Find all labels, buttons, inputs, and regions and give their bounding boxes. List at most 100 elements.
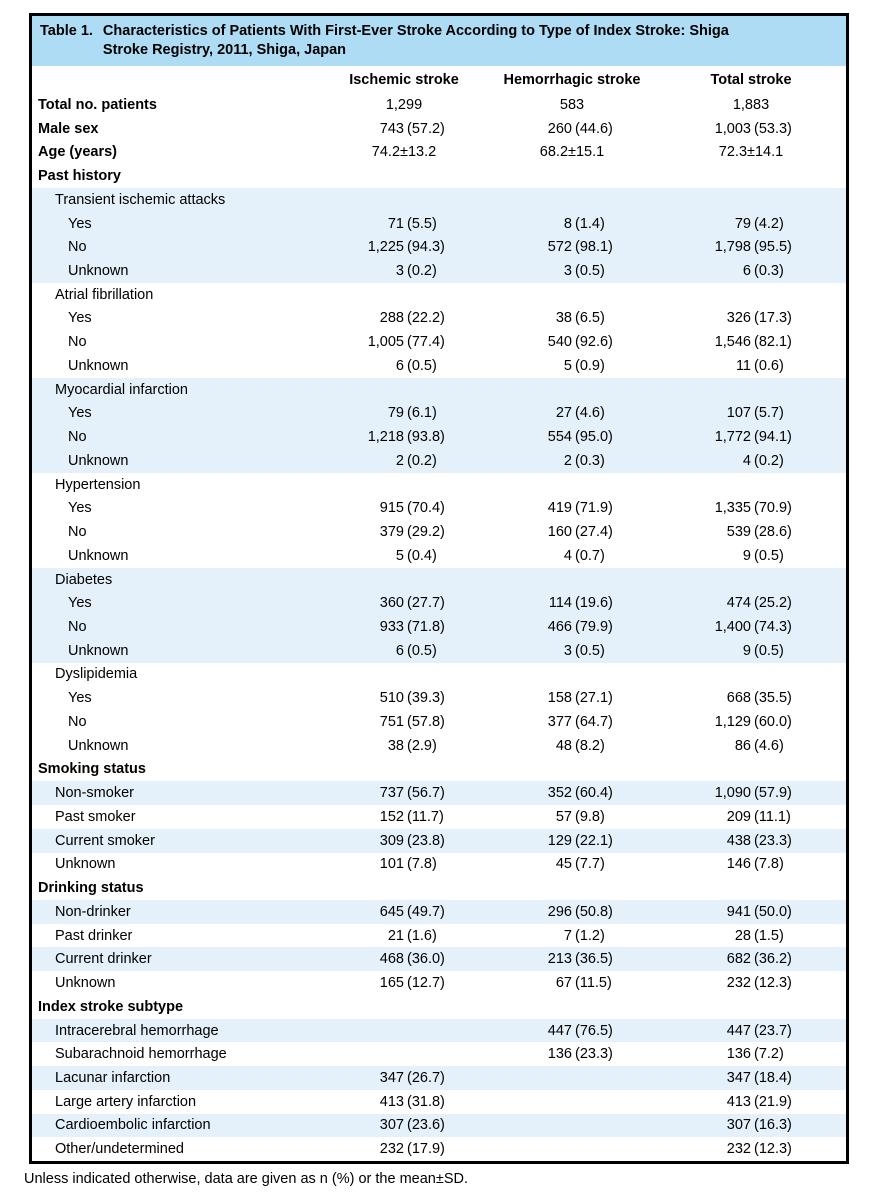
cell-hemorrhagic: 114 (19.6): [488, 595, 656, 611]
cell-percent: (60.4): [575, 785, 613, 802]
table-row: Lacunar infarction 347 (26.7) 347 (18.4): [32, 1066, 846, 1090]
row-label: Non-drinker: [55, 903, 131, 920]
cell-count: 7: [563, 927, 572, 944]
cell-count: 447: [547, 1022, 572, 1039]
cell-hemorrhagic: 540 (92.6): [488, 334, 656, 350]
cell-percent: (76.5): [575, 1022, 613, 1039]
cell-count: 474: [726, 595, 751, 612]
cell-hemorrhagic: 160 (27.4): [488, 524, 656, 540]
cell-percent: (23.3): [754, 832, 792, 849]
cell-count: 379: [379, 524, 404, 541]
cell-count: 1,218: [367, 429, 404, 446]
cell-percent: (77.4): [407, 334, 445, 351]
cell-percent: (70.4): [407, 500, 445, 517]
cell-count: 1,129: [714, 713, 751, 730]
cell-count: 232: [379, 1141, 404, 1158]
cell-value: 68.2±15.1: [539, 144, 605, 161]
row-label: Index stroke subtype: [38, 998, 184, 1015]
cell-value: 74.2±13.2: [371, 144, 437, 161]
cell-percent: (4.6): [575, 405, 605, 422]
cell-count: 915: [379, 500, 404, 517]
cell-count: 1,005: [367, 334, 404, 351]
cell-ischemic: 915 (70.4): [320, 500, 488, 516]
cell-count: 413: [726, 1093, 751, 1110]
cell-total: 9 (0.5): [656, 643, 846, 659]
row-label: Unknown: [55, 856, 116, 873]
cell-percent: (0.5): [754, 642, 784, 659]
row-label: Yes: [68, 500, 92, 517]
cell-count: 1,798: [714, 239, 751, 256]
row-label: No: [68, 239, 87, 256]
cell-value: 1,883: [732, 96, 770, 113]
cell-count: 1,335: [714, 500, 751, 517]
cell-total: 6 (0.3): [656, 263, 846, 279]
cell-percent: (0.2): [407, 452, 437, 469]
cell-percent: (0.5): [575, 642, 605, 659]
row-label: Yes: [68, 215, 92, 232]
cell-ischemic: 71 (5.5): [320, 216, 488, 232]
cell-percent: (1.4): [575, 215, 605, 232]
row-label: Diabetes: [55, 571, 113, 588]
cell-count: 48: [555, 737, 572, 754]
cell-percent: (57.9): [754, 785, 792, 802]
cell-total: 539 (28.6): [656, 524, 846, 540]
cell-percent: (28.6): [754, 524, 792, 541]
cell-hemorrhagic: 3 (0.5): [488, 643, 656, 659]
cell-percent: (6.1): [407, 405, 437, 422]
cell-value: 583: [559, 96, 585, 113]
cell-hemorrhagic: 7 (1.2): [488, 928, 656, 944]
cell-ischemic: 413 (31.8): [320, 1094, 488, 1110]
table-row: Age (years) 74.2±13.2 68.2±15.1 72.3±14.1: [32, 140, 846, 164]
table-row: Atrial fibrillation: [32, 283, 846, 307]
row-label: Lacunar infarction: [55, 1069, 171, 1086]
cell-hemorrhagic: 213 (36.5): [488, 951, 656, 967]
cell-count: 438: [726, 832, 751, 849]
cell-hemorrhagic: 57 (9.8): [488, 809, 656, 825]
cell-total: 72.3±14.1: [656, 144, 846, 160]
cell-percent: (0.2): [407, 263, 437, 279]
cell-count: 288: [379, 310, 404, 327]
cell-count: 232: [726, 1141, 751, 1158]
cell-count: 347: [726, 1069, 751, 1086]
cell-ischemic: 1,218 (93.8): [320, 429, 488, 445]
cell-ischemic: 737 (56.7): [320, 785, 488, 801]
cell-percent: (17.3): [754, 310, 792, 327]
cell-ischemic: 2 (0.2): [320, 453, 488, 469]
row-label: Yes: [68, 405, 92, 422]
table-row: Subarachnoid hemorrhage 136 (23.3) 136 (7.2): [32, 1042, 846, 1066]
cell-percent: (17.9): [407, 1141, 445, 1158]
cell-hemorrhagic: 136 (23.3): [488, 1046, 656, 1062]
cell-percent: (18.4): [754, 1069, 792, 1086]
cell-percent: (22.1): [575, 832, 613, 849]
cell-total: 413 (21.9): [656, 1094, 846, 1110]
cell-count: 645: [379, 903, 404, 920]
cell-hemorrhagic: 260 (44.6): [488, 121, 656, 137]
table-row: Yes 288 (22.2) 38 (6.5) 326 (17.3): [32, 307, 846, 331]
cell-percent: (98.1): [575, 239, 613, 256]
row-label: No: [68, 429, 87, 446]
cell-percent: (1.6): [407, 927, 437, 944]
cell-count: 260: [547, 120, 572, 137]
cell-ischemic: 21 (1.6): [320, 928, 488, 944]
cell-total: 941 (50.0): [656, 904, 846, 920]
table-row: Dyslipidemia: [32, 663, 846, 687]
cell-count: 2: [563, 452, 572, 469]
cell-count: 307: [379, 1117, 404, 1134]
cell-percent: (7.2): [754, 1046, 784, 1063]
cell-hemorrhagic: 27 (4.6): [488, 405, 656, 421]
table-row: Unknown 6 (0.5) 3 (0.5) 9 (0.5): [32, 638, 846, 663]
cell-total: 1,090 (57.9): [656, 785, 846, 801]
row-label: Yes: [68, 310, 92, 327]
cell-total: 1,546 (82.1): [656, 334, 846, 350]
cell-total: 347 (18.4): [656, 1070, 846, 1086]
cell-hemorrhagic: 68.2±15.1: [488, 144, 656, 160]
table-body: Total no. patients 1,299 583 1,883 Male sex 7…: [32, 93, 846, 1161]
row-label: Smoking status: [38, 761, 146, 778]
row-label: Transient ischemic attacks: [55, 191, 226, 208]
table-row: No 1,218 (93.8) 554 (95.0) 1,772 (94.1): [32, 425, 846, 450]
cell-count: 3: [563, 263, 572, 279]
cell-hemorrhagic: 8 (1.4): [488, 216, 656, 232]
table-title-bar: Table 1. Characteristics of Patients Wit…: [32, 16, 846, 66]
column-header-ischemic: Ischemic stroke: [349, 71, 459, 88]
cell-ischemic: 101 (7.8): [320, 856, 488, 872]
